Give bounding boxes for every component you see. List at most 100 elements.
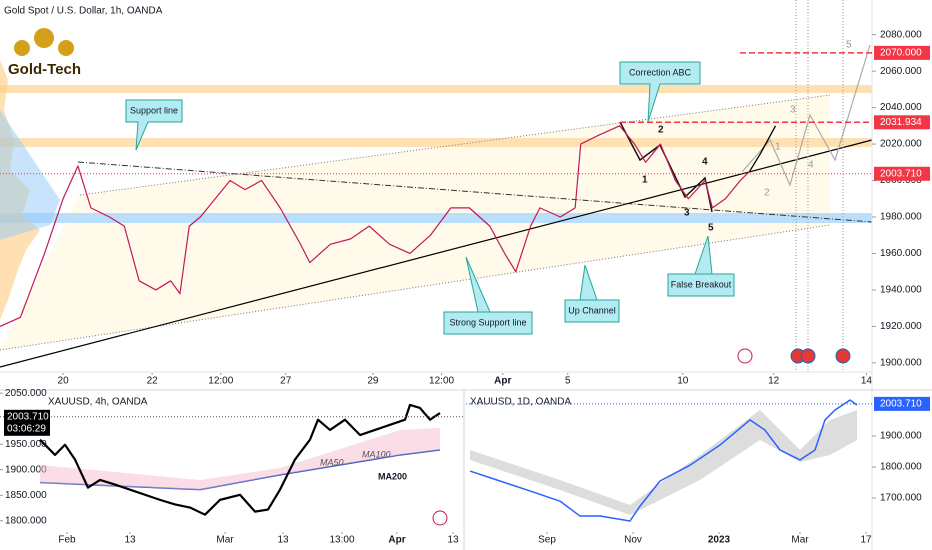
x-tick-label: 12:00 xyxy=(429,376,454,387)
chart-title: Gold Spot / U.S. Dollar, 1h, OANDA xyxy=(4,6,163,17)
wave-label: 2 xyxy=(658,125,664,136)
pane-title: XAUUSD, 4h, OANDA xyxy=(48,397,148,408)
projection-label: 3 xyxy=(790,105,796,116)
wave-label: 3 xyxy=(684,208,690,219)
channel-line xyxy=(0,224,831,351)
price-label-box xyxy=(874,396,930,411)
x-tick-label: Sep xyxy=(538,535,556,546)
wave-label: 4 xyxy=(702,157,708,168)
y-tick-label: 1920.000 xyxy=(880,321,922,332)
event-icon[interactable] xyxy=(737,348,753,364)
strong-support-line xyxy=(0,139,873,368)
y-tick-label: 1980.000 xyxy=(880,212,922,223)
y-tick-label: 1950.000 xyxy=(5,439,47,450)
ma-label: MA50 xyxy=(320,457,344,467)
price-label-box xyxy=(874,45,930,60)
event-icon[interactable] xyxy=(835,348,851,364)
x-tick-label: 10 xyxy=(677,376,689,387)
countdown: 03:06:29 xyxy=(7,423,46,434)
ma-band xyxy=(470,410,857,515)
pane-title: XAUUSD, 1D, OANDA xyxy=(470,397,571,408)
price-label-box xyxy=(4,409,50,436)
price-label: 2070.000 xyxy=(880,48,922,59)
support-line xyxy=(77,161,873,223)
x-tick-label: 13 xyxy=(124,535,136,546)
price-line xyxy=(39,403,441,516)
y-tick-label: 2060.000 xyxy=(880,66,922,77)
y-tick-label: 2050.000 xyxy=(5,388,47,399)
x-tick-label: Apr xyxy=(494,376,511,387)
ma-label: MA100 xyxy=(362,449,391,459)
y-tick-label: 1800.000 xyxy=(5,515,47,526)
logo-coin xyxy=(34,28,54,48)
projection-label: 5 xyxy=(846,40,852,51)
wave-label: 5 xyxy=(708,223,714,234)
event-icon[interactable] xyxy=(432,510,448,526)
x-tick-label: 13 xyxy=(447,535,459,546)
callout xyxy=(564,264,620,323)
annotation: Support line xyxy=(130,105,178,115)
x-tick-label: 20 xyxy=(58,376,70,387)
price-label-box xyxy=(874,166,930,181)
x-tick-label: 13 xyxy=(277,535,289,546)
callout xyxy=(443,256,533,335)
x-tick-label: 5 xyxy=(565,376,571,387)
x-tick-label: Mar xyxy=(216,535,234,546)
y-tick-label: 1900.000 xyxy=(880,358,922,369)
price-label: 2003.710 xyxy=(880,168,922,179)
series-label: MA200 xyxy=(378,471,407,481)
y-tick-label: 1800.000 xyxy=(880,462,922,473)
resistance-zone xyxy=(0,85,872,93)
x-tick-label: Feb xyxy=(58,535,76,546)
logo-coin xyxy=(14,40,30,56)
price-label-box xyxy=(874,115,930,130)
x-tick-label: 22 xyxy=(147,376,159,387)
volume-profile xyxy=(0,110,60,240)
x-tick-label: Apr xyxy=(388,535,405,546)
ma-band xyxy=(40,428,440,490)
y-tick-label: 2080.000 xyxy=(880,29,922,40)
y-tick-label: 1940.000 xyxy=(880,285,922,296)
price-label: 2003.710 xyxy=(880,399,922,410)
y-tick-label: 2020.000 xyxy=(880,139,922,150)
projection-label: 1 xyxy=(775,142,781,153)
x-tick-label: 27 xyxy=(280,376,292,387)
projection-label: 4 xyxy=(808,160,814,171)
projection-arrow xyxy=(748,125,777,172)
y-tick-label: 1900.000 xyxy=(880,431,922,442)
x-tick-label: 17 xyxy=(860,535,872,546)
callout xyxy=(667,235,735,297)
price-line xyxy=(469,399,858,522)
x-tick-label: 29 xyxy=(367,376,379,387)
support-zone xyxy=(0,213,872,223)
annotation: Strong Support line xyxy=(449,317,526,327)
price-label: 2031.934 xyxy=(880,117,922,128)
wave-label: 1 xyxy=(642,175,648,186)
x-tick-label: 12:00 xyxy=(208,376,233,387)
channel-line xyxy=(79,94,831,196)
callout xyxy=(125,99,183,151)
annotation: Up Channel xyxy=(568,305,616,315)
callout xyxy=(619,61,701,123)
x-tick-label: Mar xyxy=(791,535,809,546)
y-tick-label: 1900.000 xyxy=(5,464,47,475)
y-tick-label: 2040.000 xyxy=(880,102,922,113)
event-icon[interactable] xyxy=(800,348,816,364)
x-tick-label: 2023 xyxy=(708,535,731,546)
y-tick-label: 1850.000 xyxy=(5,490,47,501)
y-tick-label: 1960.000 xyxy=(880,248,922,259)
annotation: Correction ABC xyxy=(629,67,692,77)
projection-label: 2 xyxy=(764,188,770,199)
logo: Gold-Tech xyxy=(8,61,81,78)
x-tick-label: 12 xyxy=(768,376,780,387)
price-label: 2003.710 xyxy=(7,411,49,422)
y-tick-label: 1700.000 xyxy=(880,493,922,504)
logo-coin xyxy=(58,40,74,56)
annotation: False Breakout xyxy=(671,279,732,289)
x-tick-label: Nov xyxy=(624,535,642,546)
x-tick-label: 14 xyxy=(861,376,873,387)
x-tick-label: 13:00 xyxy=(329,535,354,546)
price-line xyxy=(0,125,750,327)
resistance-zone xyxy=(0,138,872,147)
